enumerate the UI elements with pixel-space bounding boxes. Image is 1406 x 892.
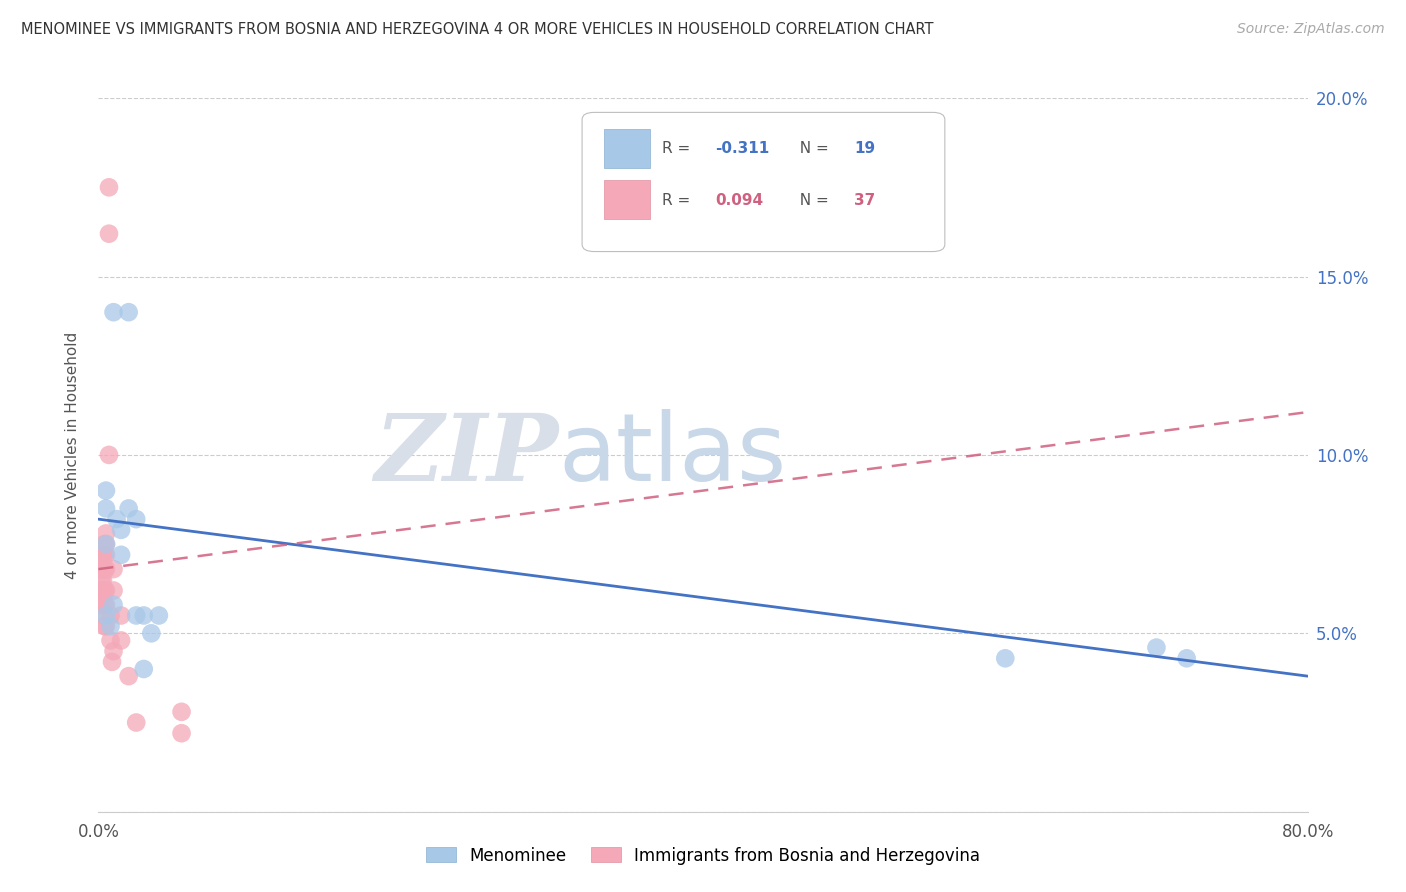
Point <box>125 608 148 623</box>
Text: 19: 19 <box>855 141 876 155</box>
Text: R =: R = <box>662 193 695 208</box>
Point <box>93 583 115 598</box>
Text: Source: ZipAtlas.com: Source: ZipAtlas.com <box>1237 22 1385 37</box>
FancyBboxPatch shape <box>582 112 945 252</box>
Point <box>170 705 193 719</box>
Text: 0.094: 0.094 <box>716 193 763 208</box>
Point <box>90 598 112 612</box>
Point <box>100 619 122 633</box>
Point <box>170 726 193 740</box>
Point <box>103 583 125 598</box>
Point <box>94 598 117 612</box>
Point <box>994 651 1017 665</box>
Y-axis label: 4 or more Vehicles in Household: 4 or more Vehicles in Household <box>65 331 80 579</box>
Point <box>118 669 141 683</box>
Point <box>125 715 148 730</box>
Point <box>94 537 117 551</box>
Point <box>93 619 115 633</box>
Point <box>103 305 125 319</box>
Text: R =: R = <box>662 141 695 155</box>
Point <box>103 644 125 658</box>
Point <box>91 562 114 576</box>
Text: MENOMINEE VS IMMIGRANTS FROM BOSNIA AND HERZEGOVINA 4 OR MORE VEHICLES IN HOUSEH: MENOMINEE VS IMMIGRANTS FROM BOSNIA AND … <box>21 22 934 37</box>
Point <box>91 548 114 562</box>
Point <box>1175 651 1198 665</box>
Point <box>93 548 115 562</box>
Point <box>110 548 132 562</box>
Point <box>93 537 115 551</box>
Point <box>100 608 122 623</box>
Point <box>110 523 132 537</box>
Point <box>91 608 114 623</box>
Point <box>94 501 117 516</box>
Point <box>132 608 155 623</box>
Point <box>118 501 141 516</box>
Point <box>141 626 163 640</box>
Point <box>132 662 155 676</box>
Text: N =: N = <box>790 193 834 208</box>
Point <box>105 512 128 526</box>
Point <box>98 448 121 462</box>
Point <box>100 633 122 648</box>
Point <box>90 573 112 587</box>
Point <box>90 583 112 598</box>
Point <box>90 562 112 576</box>
Point <box>118 305 141 319</box>
Point <box>103 598 125 612</box>
Text: ZIP: ZIP <box>374 410 558 500</box>
Point <box>91 573 114 587</box>
Point <box>101 655 124 669</box>
Text: -0.311: -0.311 <box>716 141 769 155</box>
Point <box>98 227 121 241</box>
Point <box>94 562 117 576</box>
Point <box>148 608 170 623</box>
Text: atlas: atlas <box>558 409 786 501</box>
Point <box>94 619 117 633</box>
FancyBboxPatch shape <box>603 128 650 168</box>
Point <box>94 526 117 541</box>
Point <box>94 548 117 562</box>
Point <box>110 633 132 648</box>
Point <box>93 598 115 612</box>
Point <box>91 591 114 605</box>
Point <box>103 562 125 576</box>
Text: 37: 37 <box>855 193 876 208</box>
Point <box>94 608 117 623</box>
Point <box>1144 640 1167 655</box>
Point <box>98 180 121 194</box>
Point <box>110 608 132 623</box>
Point <box>94 583 117 598</box>
Point <box>125 512 148 526</box>
Text: N =: N = <box>790 141 834 155</box>
Legend: Menominee, Immigrants from Bosnia and Herzegovina: Menominee, Immigrants from Bosnia and He… <box>419 840 987 871</box>
Point <box>94 537 117 551</box>
FancyBboxPatch shape <box>603 180 650 219</box>
Point <box>94 483 117 498</box>
Point <box>93 562 115 576</box>
